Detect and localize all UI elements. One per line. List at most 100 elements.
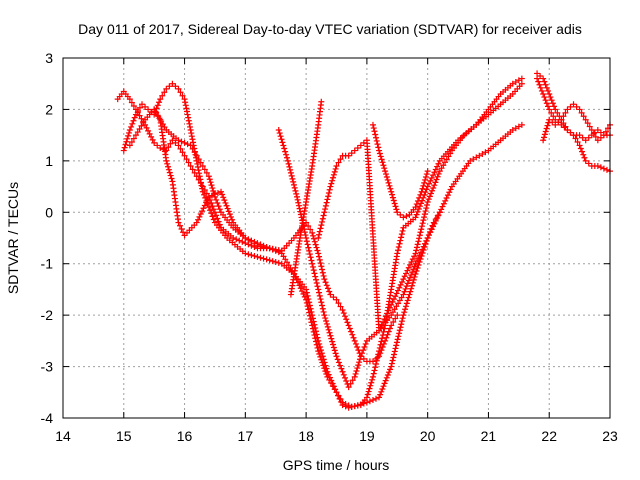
- data-point-interp: [182, 99, 189, 106]
- data-point-interp: [197, 176, 204, 183]
- data-point-interp: [426, 180, 433, 187]
- data-point-interp: [312, 335, 319, 342]
- data-point-interp: [382, 313, 389, 320]
- data-point-interp: [195, 167, 202, 174]
- data-point-interp: [387, 185, 394, 192]
- series-8: [369, 121, 431, 221]
- data-point-interp: [309, 263, 316, 270]
- data-point-interp: [401, 309, 408, 316]
- data-point: [424, 235, 431, 241]
- data-point-interp: [377, 153, 384, 160]
- data-point-interp: [172, 83, 179, 90]
- data-point-interp: [138, 115, 145, 122]
- data-point-interp: [440, 200, 447, 207]
- data-point-interp: [410, 276, 417, 283]
- data-point: [126, 96, 133, 103]
- data-point-interp: [342, 374, 349, 381]
- data-point-interp: [282, 148, 289, 155]
- data-point: [518, 75, 525, 82]
- data-point-interp: [182, 102, 189, 109]
- data-point: [345, 384, 352, 391]
- data-point-interp: [295, 202, 302, 209]
- data-point-interp: [432, 179, 439, 186]
- data-point: [388, 301, 395, 308]
- data-point-interp: [395, 333, 402, 340]
- data-point-interp: [404, 267, 411, 274]
- series-9: [534, 75, 613, 175]
- data-point-interp: [409, 279, 416, 286]
- data-point-interp: [183, 105, 190, 112]
- data-point: [132, 132, 139, 139]
- data-point-interp: [356, 356, 363, 363]
- data-point-interp: [186, 120, 193, 127]
- data-point-interp: [408, 259, 415, 265]
- data-point-interp: [390, 197, 397, 204]
- data-point: [163, 157, 170, 164]
- data-point: [275, 127, 282, 133]
- data-point-interp: [592, 133, 599, 140]
- data-point-interp: [279, 139, 286, 146]
- data-point: [412, 204, 419, 211]
- data-point-interp: [390, 319, 397, 325]
- data-point-interp: [208, 210, 215, 217]
- data-point-interp: [203, 169, 210, 176]
- data-point: [321, 276, 328, 283]
- data-point: [534, 75, 541, 82]
- data-point-interp: [195, 216, 202, 223]
- data-point-interp: [515, 77, 522, 84]
- data-point-interp: [407, 261, 414, 268]
- series-2: [120, 75, 525, 410]
- data-point-interp: [578, 109, 585, 116]
- data-point: [199, 188, 206, 195]
- data-point-interp: [124, 135, 131, 142]
- data-point-interp: [360, 347, 367, 354]
- data-point-interp: [597, 129, 604, 136]
- x-axis-label: GPS time / hours: [283, 457, 390, 473]
- data-point-interp: [136, 125, 143, 132]
- data-point-interp: [340, 371, 347, 378]
- data-point-interp: [275, 259, 282, 266]
- data-point-interp: [134, 108, 141, 115]
- data-point-interp: [597, 164, 604, 171]
- data-point-interp: [408, 271, 415, 278]
- data-point-interp: [432, 166, 439, 173]
- data-point-interp: [354, 365, 361, 372]
- data-point-interp: [310, 232, 317, 239]
- data-point-interp: [444, 192, 451, 199]
- data-point: [534, 70, 541, 77]
- data-point-interp: [213, 196, 220, 203]
- data-point-interp: [434, 212, 441, 219]
- data-point-interp: [207, 179, 214, 186]
- data-point: [546, 91, 553, 97]
- data-point: [187, 163, 194, 169]
- data-point-interp: [311, 270, 318, 277]
- data-point-interp: [354, 402, 361, 409]
- data-point-interp: [335, 300, 342, 307]
- data-point-interp: [121, 144, 128, 151]
- data-point: [467, 157, 474, 164]
- data-point-interp: [378, 388, 385, 395]
- data-point-interp: [397, 281, 404, 288]
- data-point-interp: [330, 171, 337, 178]
- data-point: [509, 127, 516, 133]
- data-point-interp: [343, 316, 350, 323]
- data-point-interp: [215, 218, 222, 225]
- data-point: [540, 137, 547, 144]
- data-point-interp: [334, 356, 341, 363]
- data-point-interp: [381, 380, 388, 387]
- data-point-interp: [319, 305, 326, 312]
- data-point-interp: [201, 166, 208, 173]
- data-point-interp: [166, 169, 173, 176]
- data-point-interp: [342, 313, 349, 320]
- data-point: [588, 127, 595, 133]
- data-point-interp: [443, 195, 450, 201]
- data-point-interp: [543, 84, 550, 91]
- data-point-interp: [419, 185, 426, 192]
- data-point-interp: [415, 206, 422, 213]
- data-point-interp: [266, 257, 273, 264]
- data-point-interp: [573, 103, 580, 110]
- data-point-interp: [386, 304, 393, 311]
- data-point-interp: [385, 328, 392, 335]
- data-point-interp: [397, 211, 404, 218]
- data-point-interp: [199, 185, 206, 192]
